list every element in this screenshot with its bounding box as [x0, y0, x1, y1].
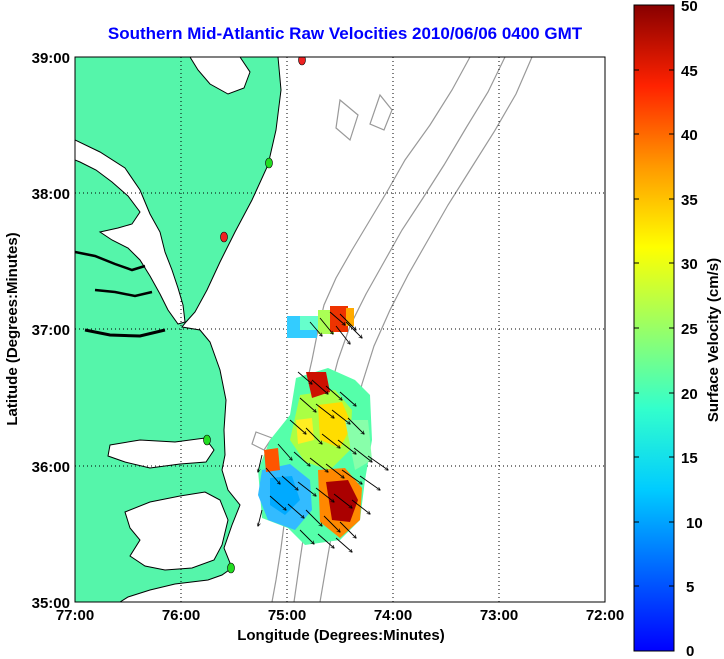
hf-radar-stations — [203, 57, 306, 574]
colorbar-tick-label: 40 — [681, 127, 698, 144]
colorbar-tick-label: 10 — [686, 515, 703, 532]
river-james — [84, 328, 166, 338]
y-axis-ticks: 39:00 38:00 37:00 36:00 35:00 — [32, 50, 70, 612]
x-tick-label: 74:00 — [374, 607, 412, 624]
chesapeake-bay — [75, 139, 186, 325]
station-marker — [227, 562, 235, 574]
velocity-field — [258, 306, 372, 545]
river-potomac — [75, 250, 146, 272]
y-tick-label: 39:00 — [32, 50, 70, 67]
albemarle-sound — [107, 437, 215, 469]
river-rappahannock — [94, 288, 153, 298]
y-tick-label: 36:00 — [32, 459, 70, 476]
pamlico-sound — [124, 491, 229, 571]
colorbar-gradient — [633, 4, 675, 652]
x-tick-label: 76:00 — [162, 607, 200, 624]
station-marker — [298, 57, 306, 66]
colorbar-tick-label: 50 — [681, 0, 698, 15]
map-plot-area — [75, 57, 605, 602]
x-tick-label: 73:00 — [480, 607, 518, 624]
x-axis-ticks: 77:00 76:00 75:00 74:00 73:00 72:00 — [56, 607, 624, 624]
delaware-bay — [189, 57, 251, 95]
colorbar-tick-label: 0 — [686, 643, 694, 659]
colorbar-tick-label: 15 — [681, 450, 698, 467]
station-marker — [220, 231, 228, 243]
station-marker — [203, 434, 211, 446]
map-title: Southern Mid-Atlantic Raw Velocities 201… — [108, 24, 583, 43]
x-tick-label: 72:00 — [586, 607, 624, 624]
colorbar-tick-label: 20 — [681, 386, 698, 403]
y-tick-label: 35:00 — [32, 595, 70, 612]
colorbar-tick-label: 35 — [681, 192, 698, 209]
velocity-vectors — [258, 311, 388, 552]
y-tick-label: 37:00 — [32, 322, 70, 339]
x-tick-label: 77:00 — [56, 607, 94, 624]
colorbar-tick-label: 25 — [681, 321, 698, 338]
station-marker — [265, 157, 273, 169]
plot-frame — [74, 56, 606, 603]
colorbar-tick-label: 45 — [681, 63, 698, 80]
colorbar-tick-label: 30 — [681, 256, 698, 273]
colorbar: 50 45 40 35 30 25 20 15 10 5 0 Surface V… — [633, 0, 722, 659]
x-tick-label: 75:00 — [268, 607, 306, 624]
y-tick-label: 38:00 — [32, 186, 70, 203]
colorbar-tick-label: 5 — [686, 579, 694, 596]
y-axis-label: Latitude (Degrees:Minutes) — [4, 232, 21, 425]
colorbar-label: Surface Velocity (cm/s) — [705, 258, 722, 422]
x-axis-label: Longitude (Degrees:Minutes) — [237, 627, 445, 644]
